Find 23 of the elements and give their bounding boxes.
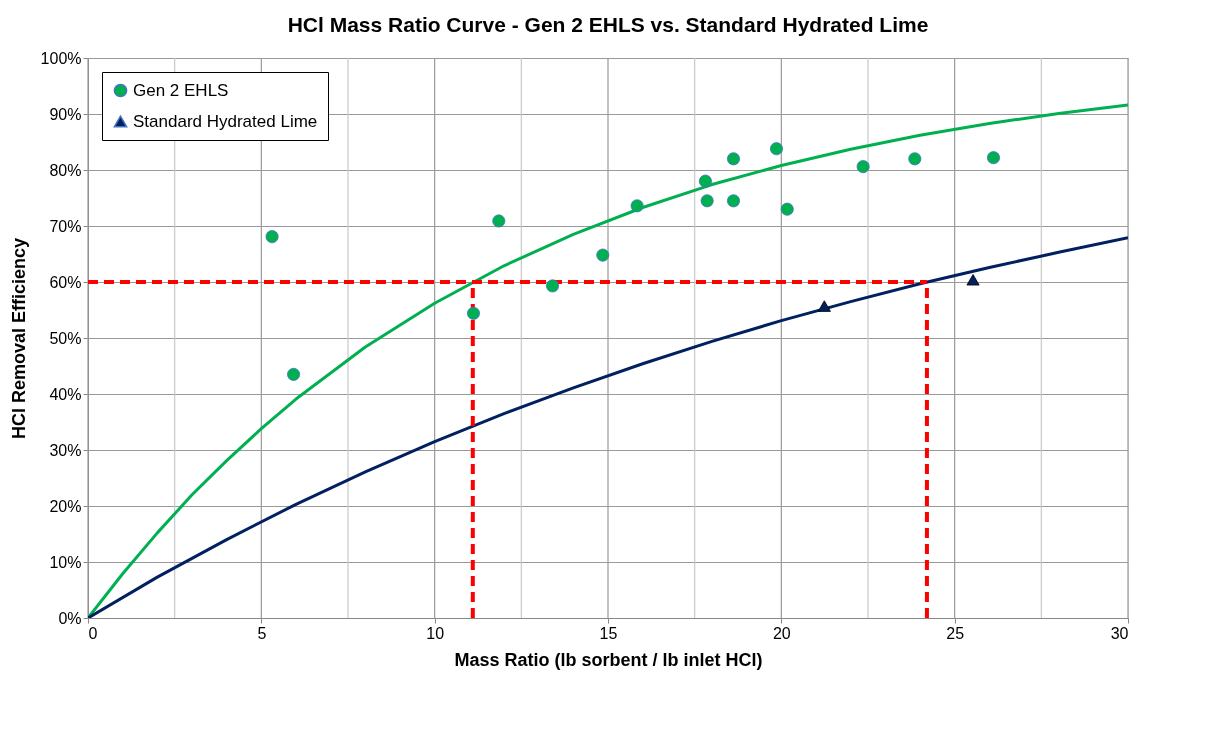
x-tick-label: 20 (772, 624, 791, 642)
x-tick-label: 25 (946, 624, 965, 642)
y-tick-label: 10% (49, 553, 82, 571)
y-tick-label: 70% (49, 217, 82, 235)
y-tick-label: 20% (49, 497, 82, 515)
x-tick-label: 0 (88, 624, 98, 642)
y-axis-title: HCl Removal Efficiency (8, 237, 29, 440)
x-tick-label: 5 (257, 624, 267, 642)
x-tick-label: 30 (1110, 624, 1129, 642)
x-tick-label: 15 (599, 624, 618, 642)
y-tick-label: 0% (58, 609, 82, 627)
y-tick-label: 90% (49, 105, 82, 123)
y-tick-label: 100% (40, 49, 82, 67)
legend-label: Gen 2 EHLS (133, 80, 229, 100)
x-tick-label: 10 (426, 624, 445, 642)
y-tick-label: 50% (49, 329, 82, 347)
y-tick-label: 40% (49, 385, 82, 403)
y-tick-label: 80% (49, 161, 82, 179)
chart-title: HCl Mass Ratio Curve - Gen 2 EHLS vs. Standard Hydrated Lime (287, 13, 929, 36)
legend-label: Standard Hydrated Lime (133, 111, 318, 131)
x-axis-title: Mass Ratio (lb sorbent / lb inlet HCl) (454, 649, 763, 670)
y-tick-label: 30% (49, 441, 82, 459)
y-tick-label: 60% (49, 273, 82, 291)
